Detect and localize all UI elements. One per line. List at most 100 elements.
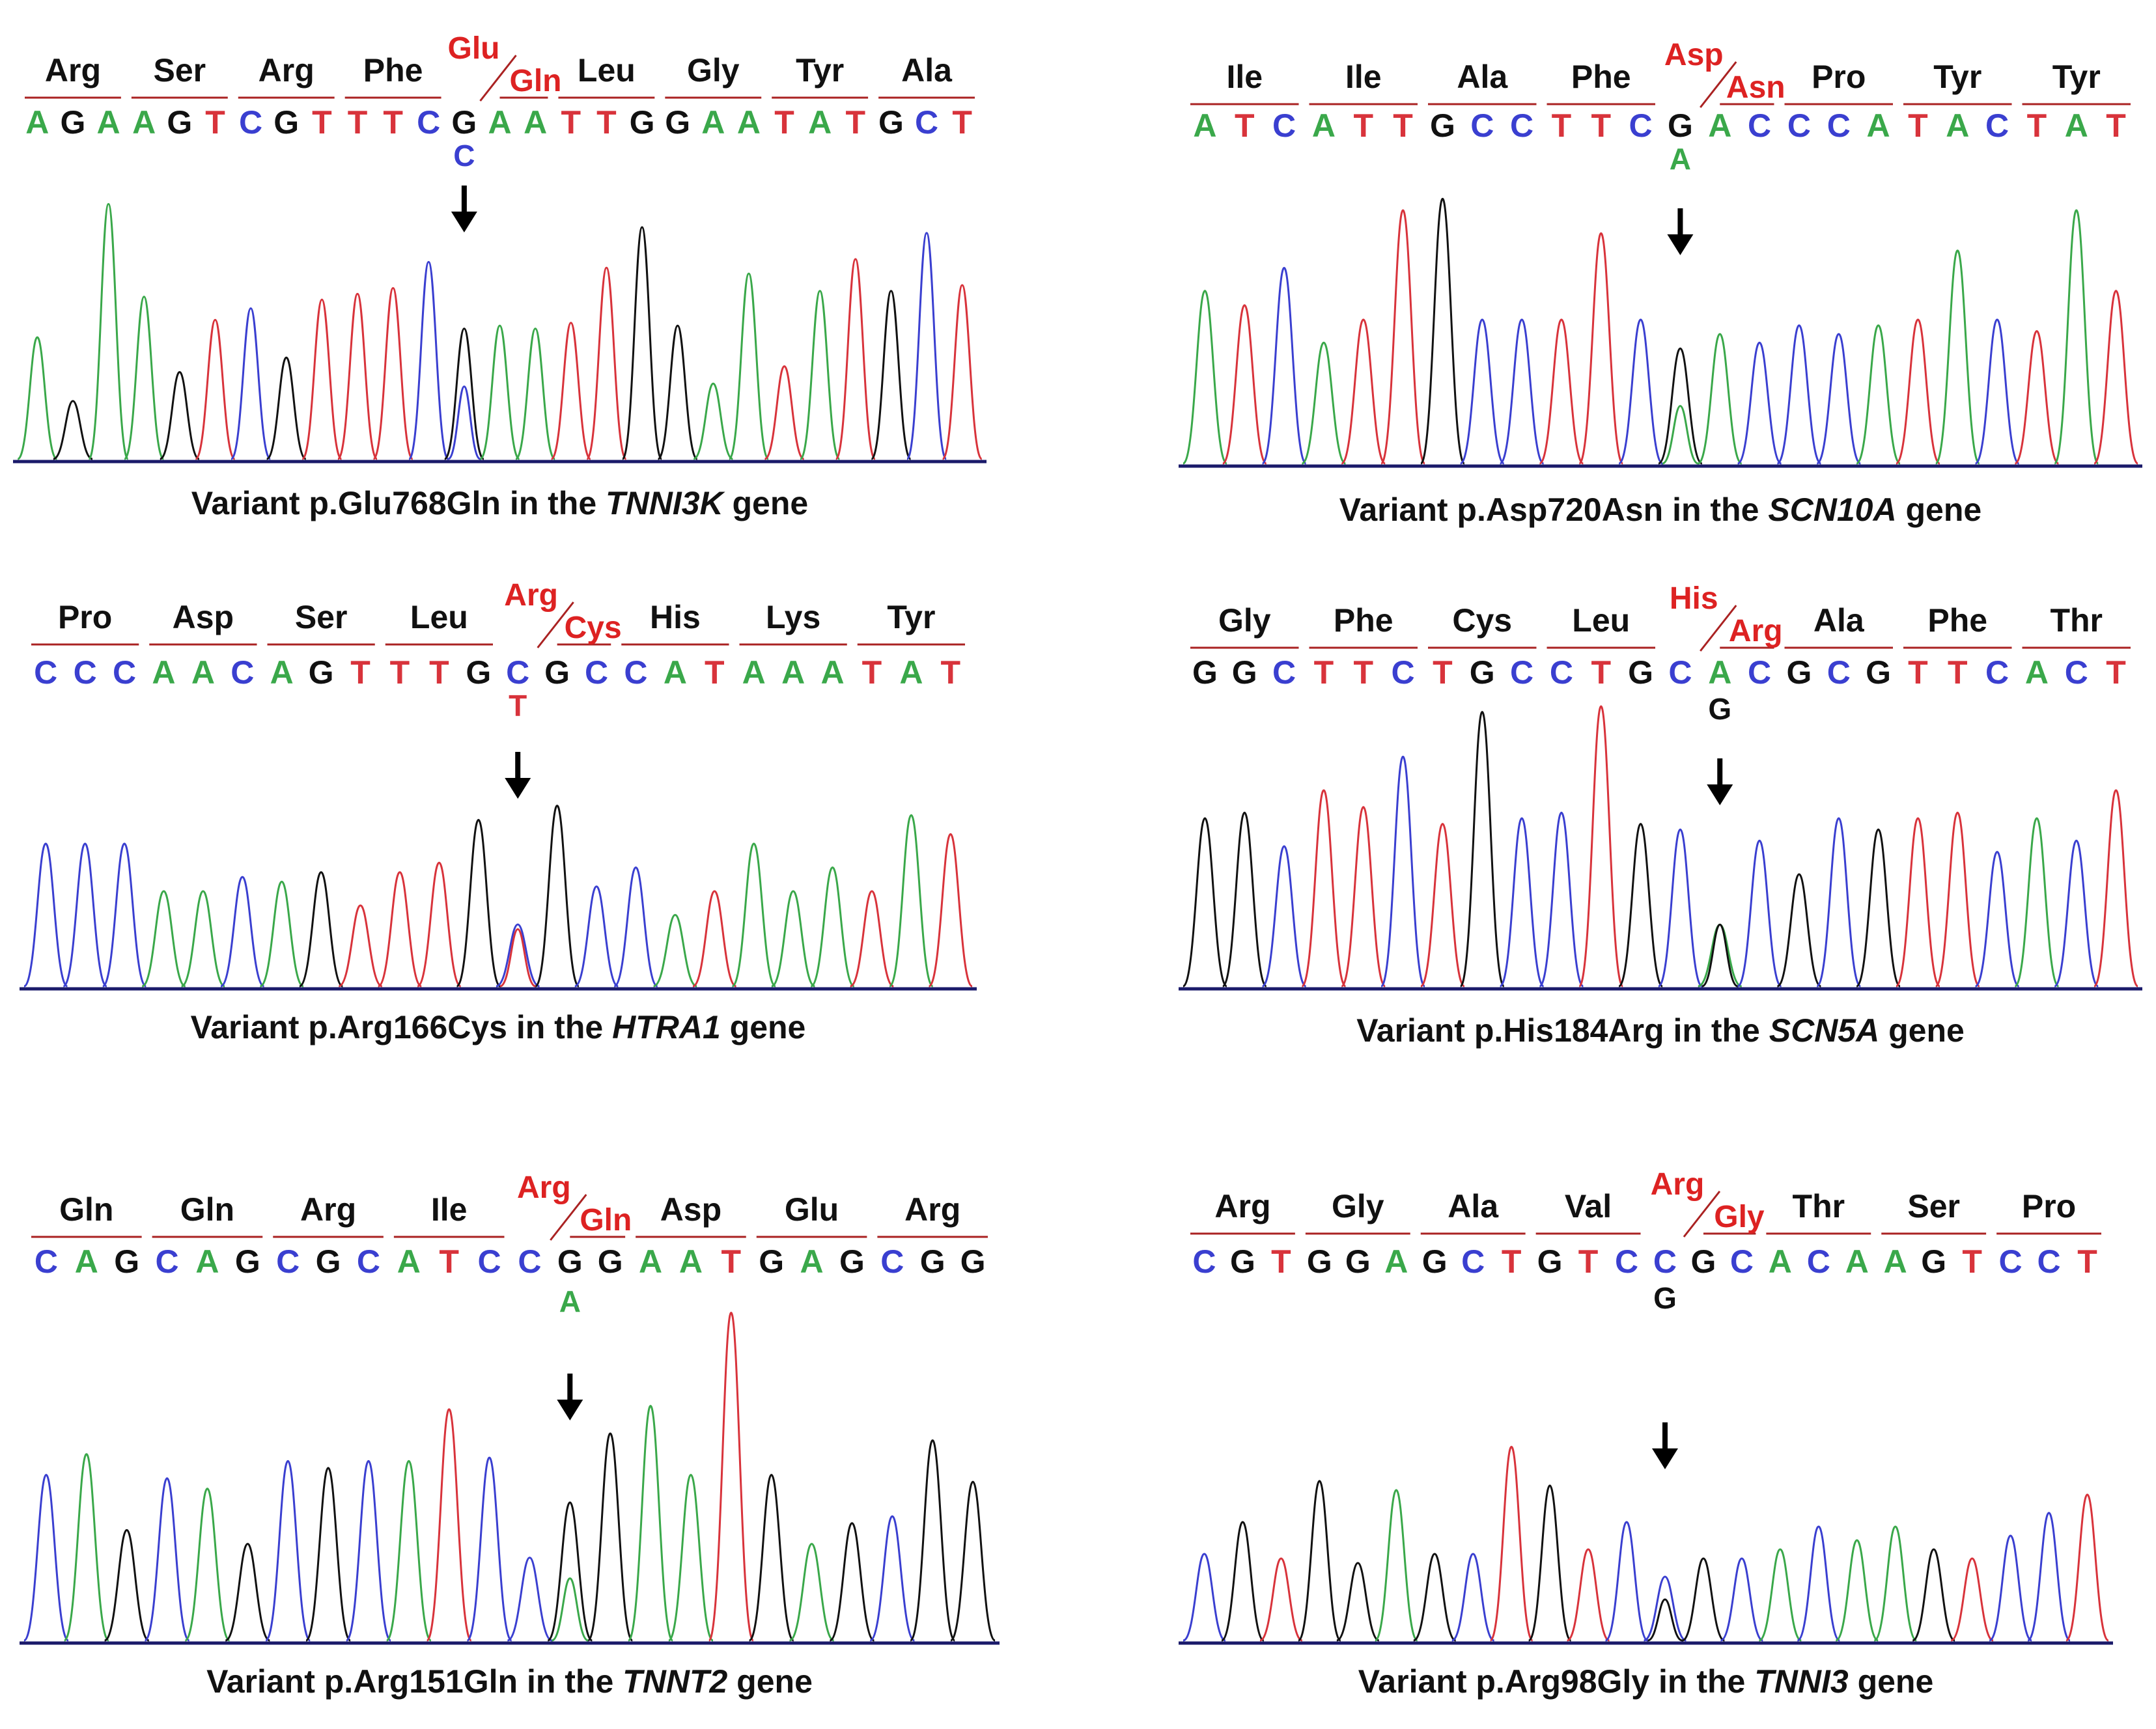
trace-peak [2093, 789, 2139, 988]
base-call: A [1312, 107, 1336, 144]
base-call: T [429, 654, 449, 691]
amino-acid-label: Tyr [796, 52, 844, 89]
base-call: C [1629, 107, 1653, 144]
caption-gene-name: SCN10A [1768, 491, 1896, 528]
base-call: G [759, 1243, 784, 1280]
amino-acid-label: Pro [2022, 1188, 2076, 1224]
base-call: A [679, 1243, 703, 1280]
trace-peak [23, 1474, 70, 1642]
trace-peak [338, 904, 383, 988]
base-call: G [273, 104, 299, 141]
alt-amino-acid: Asn [1726, 70, 1785, 105]
base-call: C [357, 1243, 380, 1280]
base-call: C [1653, 1243, 1677, 1280]
base-call: C [1807, 1243, 1830, 1280]
base-call: T [1948, 654, 1968, 691]
base-call: A [270, 654, 294, 691]
base-call: T [705, 654, 725, 691]
trace-peak [1895, 817, 1941, 988]
base-call: T [1908, 654, 1928, 691]
base-call: C [1827, 654, 1851, 691]
trace-peak [653, 913, 697, 988]
amino-acid-label: Lys [766, 599, 820, 635]
base-call: A [488, 104, 511, 141]
caption-gene-name: SCN5A [1769, 1012, 1879, 1049]
trace-peak [550, 322, 592, 460]
trace-peak [299, 871, 344, 988]
base-call: A [1867, 107, 1890, 144]
trace-peak [1451, 1553, 1495, 1642]
trace-peak [88, 202, 130, 460]
base-call: C [1787, 107, 1811, 144]
secondary-trace-peak [1647, 1598, 1683, 1642]
trace-peak [408, 260, 449, 460]
trace-peak [1489, 1445, 1534, 1642]
base-call: A [781, 654, 805, 691]
base-call: G [451, 104, 477, 141]
trace-peak [372, 286, 414, 460]
trace-peak [1855, 828, 1901, 988]
trace-peak [1737, 341, 1782, 465]
base-call: T [348, 104, 368, 141]
secondary-trace-peak [1662, 405, 1699, 465]
amino-acid-label: Leu [1572, 602, 1630, 639]
base-call: T [1271, 1243, 1291, 1280]
base-call: T [2077, 1243, 2097, 1280]
trace-peak [1413, 1553, 1457, 1642]
base-call: C [35, 1243, 58, 1280]
amino-acid-label: Tyr [1933, 59, 1981, 95]
trace-peak [1657, 828, 1703, 988]
trace-peak [102, 842, 147, 988]
trace-peak [1221, 1521, 1265, 1642]
base-call: C [1461, 1243, 1485, 1280]
variant-base-call: T [509, 689, 527, 723]
amino-acid-label: Phe [1334, 602, 1393, 639]
caption-prefix: Variant p.Glu768Gln in the [191, 485, 606, 521]
base-call: A [737, 104, 761, 141]
base-call: T [1908, 107, 1928, 144]
base-call: T [846, 104, 866, 141]
amino-acid-label: Thr [1793, 1188, 1845, 1224]
base-call: T [1235, 107, 1255, 144]
base-call: C [915, 104, 938, 141]
amino-acid-label: Ile [431, 1191, 468, 1228]
panel-caption: Variant p.Arg166Cys in the HTRA1 gene [191, 1009, 806, 1045]
amino-acid-label: Cys [1452, 602, 1512, 639]
base-call: T [1314, 654, 1334, 691]
trace-peak [507, 1556, 553, 1642]
alt-amino-acid: Gln [510, 64, 562, 98]
trace-peak [1259, 1557, 1303, 1642]
trace-peak [1182, 817, 1228, 988]
base-call: A [742, 654, 766, 691]
amino-acid-label: Tyr [887, 599, 935, 635]
base-call: G [316, 1243, 341, 1280]
base-call: G [630, 104, 655, 141]
base-call: G [1230, 1243, 1255, 1280]
trace-peak [385, 1459, 432, 1642]
caption-suffix: gene [1849, 1663, 1934, 1700]
caption-prefix: Variant p.His184Arg in the [1356, 1012, 1769, 1049]
base-call: C [1392, 654, 1415, 691]
base-call: C [156, 1243, 179, 1280]
trace-peak [627, 1405, 674, 1642]
base-call: C [478, 1243, 501, 1280]
secondary-trace-peak [1701, 923, 1739, 988]
amino-acid-label: Ala [1448, 1188, 1499, 1224]
trace-peak [1617, 318, 1664, 465]
base-call: G [878, 104, 904, 141]
trace-peak [1974, 851, 2020, 988]
trace-peak [456, 818, 501, 988]
panel-caption: Variant p.Asp720Asn in the SCN10A gene [1339, 491, 1981, 528]
base-call: C [1827, 107, 1851, 144]
caption-prefix: Variant p.Arg166Cys in the [191, 1009, 612, 1045]
amino-acid-label: Phe [1927, 602, 1987, 639]
amino-acid-label: Gln [180, 1191, 234, 1228]
amino-acid-label: Pro [58, 599, 112, 635]
base-call: C [1999, 1243, 2023, 1280]
ref-amino-acid: Asp [1664, 38, 1724, 72]
alt-amino-acid: Gly [1714, 1200, 1765, 1234]
trace-peak [160, 370, 200, 460]
ref-amino-acid: Arg [517, 1170, 571, 1205]
